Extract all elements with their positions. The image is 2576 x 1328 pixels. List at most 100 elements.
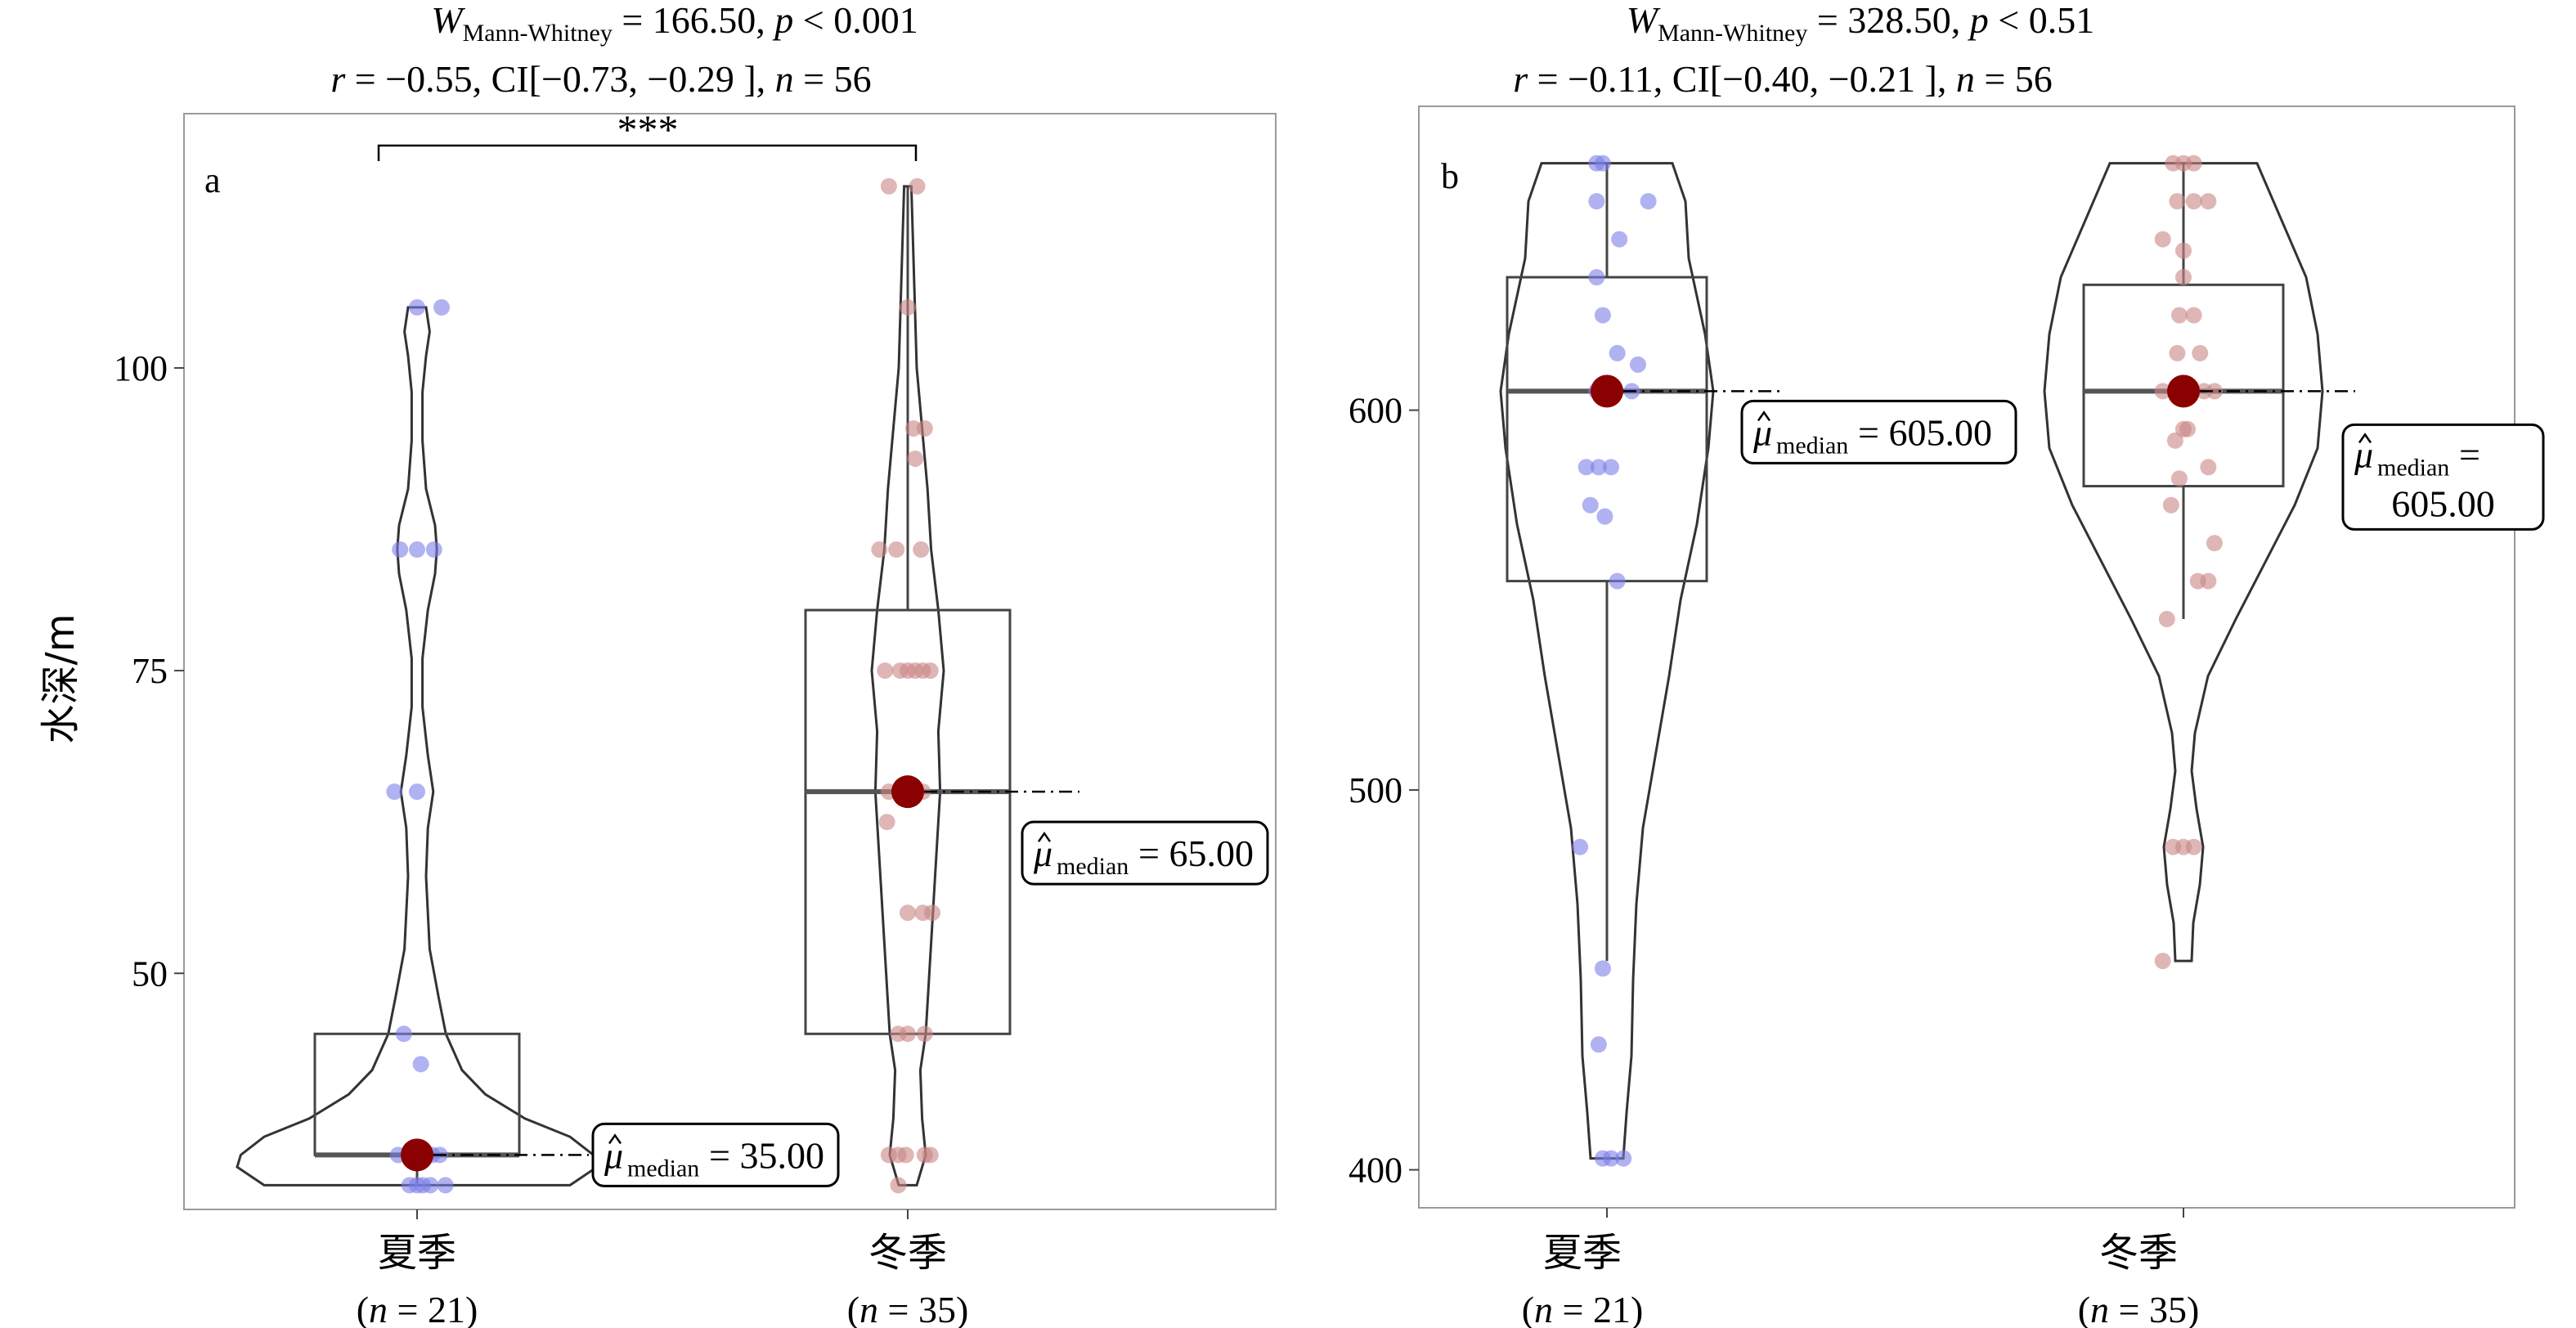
median-label-subscript: median xyxy=(1776,432,1848,459)
data-point xyxy=(877,662,894,680)
data-point xyxy=(2158,611,2175,628)
data-point xyxy=(1572,838,1589,855)
data-point xyxy=(1596,508,1613,525)
data-point xyxy=(2170,307,2188,324)
data-point xyxy=(2175,242,2192,259)
median-label-value: = 35.00 xyxy=(709,1134,824,1176)
median-label-subscript: median xyxy=(1057,853,1129,880)
x-category-n-summer: (n = 21) xyxy=(357,1289,478,1328)
median-label-equals: = xyxy=(2459,433,2480,475)
y-tick-label: 100 xyxy=(114,348,168,388)
data-point xyxy=(2169,344,2186,361)
data-point xyxy=(1615,1150,1632,1167)
data-point xyxy=(916,1025,933,1043)
y-tick-label: 600 xyxy=(1349,391,1402,431)
median-label-value: 605.00 xyxy=(2391,482,2495,524)
data-point xyxy=(1594,960,1611,977)
data-point xyxy=(2175,269,2192,286)
panel-b-subtitle-line1: WMann-Whitney = 328.50, p < 0.51 xyxy=(1627,0,2095,47)
panel-a-x-axis: 夏季 (n = 21) 冬季 (n = 35) xyxy=(357,1230,969,1328)
panel-b-subtitle-line2: r = −0.11, CI[−0.40, −0.21 ], n = 56 xyxy=(1513,58,2053,100)
data-point xyxy=(2206,535,2223,552)
y-tick-label: 400 xyxy=(1349,1151,1402,1191)
panel-a-plot-area xyxy=(183,113,1277,1210)
panel-b-plot-area xyxy=(1418,105,2515,1209)
data-point xyxy=(2154,383,2171,400)
data-point xyxy=(2162,496,2179,514)
data-point xyxy=(907,450,924,467)
data-point xyxy=(409,541,425,559)
violin-shape xyxy=(236,306,599,1187)
median-label-box xyxy=(1740,399,2017,464)
data-point xyxy=(897,1146,914,1164)
y-tick-label: 500 xyxy=(1349,770,1402,810)
panel-b-label: b xyxy=(1441,156,1459,196)
data-point xyxy=(909,177,926,195)
data-point xyxy=(425,541,442,559)
data-point xyxy=(1603,459,1620,476)
violin-shape xyxy=(1499,162,1715,1160)
data-point xyxy=(913,541,930,559)
median-marker xyxy=(891,775,924,809)
x-category-label-summer: 夏季 xyxy=(1543,1230,1622,1276)
x-category-n-winter: (n = 35) xyxy=(847,1289,969,1328)
median-label-mu: μ xyxy=(1752,411,1772,453)
data-point xyxy=(1609,572,1626,590)
data-point xyxy=(1577,459,1595,476)
data-point xyxy=(1629,356,1646,373)
data-point xyxy=(1588,193,1605,210)
median-marker xyxy=(401,1138,433,1172)
median-label-hat xyxy=(608,1133,622,1145)
median-label-subscript: median xyxy=(627,1155,699,1182)
y-tick-label: 50 xyxy=(132,953,168,994)
panel-a-marks: μ median = 35.00μ median = 65.00 xyxy=(236,177,1269,1194)
data-point xyxy=(888,541,905,559)
data-point xyxy=(409,298,425,316)
median-marker xyxy=(2167,375,2200,408)
panel-a-y-axis: 50 75 100 xyxy=(114,348,909,1219)
data-point xyxy=(922,662,939,680)
data-point xyxy=(1590,1036,1607,1053)
data-point xyxy=(1640,193,1657,210)
panel-a: WMann-Whitney = 166.50, p < 0.001 r = −0… xyxy=(38,0,1277,1328)
panel-a-significance-bracket: *** xyxy=(377,106,918,161)
data-point xyxy=(2185,155,2202,172)
data-point xyxy=(2192,344,2209,361)
data-point xyxy=(2169,193,2186,210)
data-point xyxy=(1594,155,1611,172)
data-point xyxy=(1609,344,1626,361)
violin-shape xyxy=(2043,162,2324,962)
data-point xyxy=(2175,838,2192,855)
data-point xyxy=(900,904,916,922)
data-point xyxy=(2185,193,2202,210)
median-label-box xyxy=(1021,820,1269,886)
data-point xyxy=(2200,193,2217,210)
median-label-mu: μ xyxy=(1033,832,1052,874)
data-point xyxy=(1611,231,1628,248)
median-label-box xyxy=(591,1122,840,1187)
data-point xyxy=(880,177,897,195)
median-marker xyxy=(1591,375,1623,408)
panel-b-y-axis: 400 500 600 xyxy=(1349,391,2184,1218)
median-label-value: = 65.00 xyxy=(1138,832,1254,874)
significance-bracket-line xyxy=(377,144,918,161)
x-category-label-winter: 冬季 xyxy=(2099,1230,2178,1276)
panel-b-marks: μ median = 605.00μ median =605.00 xyxy=(1499,155,2545,1167)
data-point xyxy=(916,419,933,437)
data-point xyxy=(1582,496,1599,514)
data-point xyxy=(2200,572,2217,590)
data-point xyxy=(878,814,895,831)
panel-a-subtitle-line1: WMann-Whitney = 166.50, p < 0.001 xyxy=(431,0,918,47)
median-label-subscript: median xyxy=(2377,454,2449,481)
median-label-value: = 605.00 xyxy=(1858,411,1992,453)
median-label-box xyxy=(2341,423,2545,531)
data-point xyxy=(1590,459,1607,476)
data-point xyxy=(924,904,941,922)
median-label-mu: μ xyxy=(2354,433,2373,475)
data-point xyxy=(2154,231,2171,248)
panel-b: WMann-Whitney = 328.50, p < 0.51 r = −0.… xyxy=(1349,0,2545,1328)
panel-a-label: a xyxy=(204,160,221,200)
data-point xyxy=(922,1146,939,1164)
data-point xyxy=(2200,459,2217,476)
